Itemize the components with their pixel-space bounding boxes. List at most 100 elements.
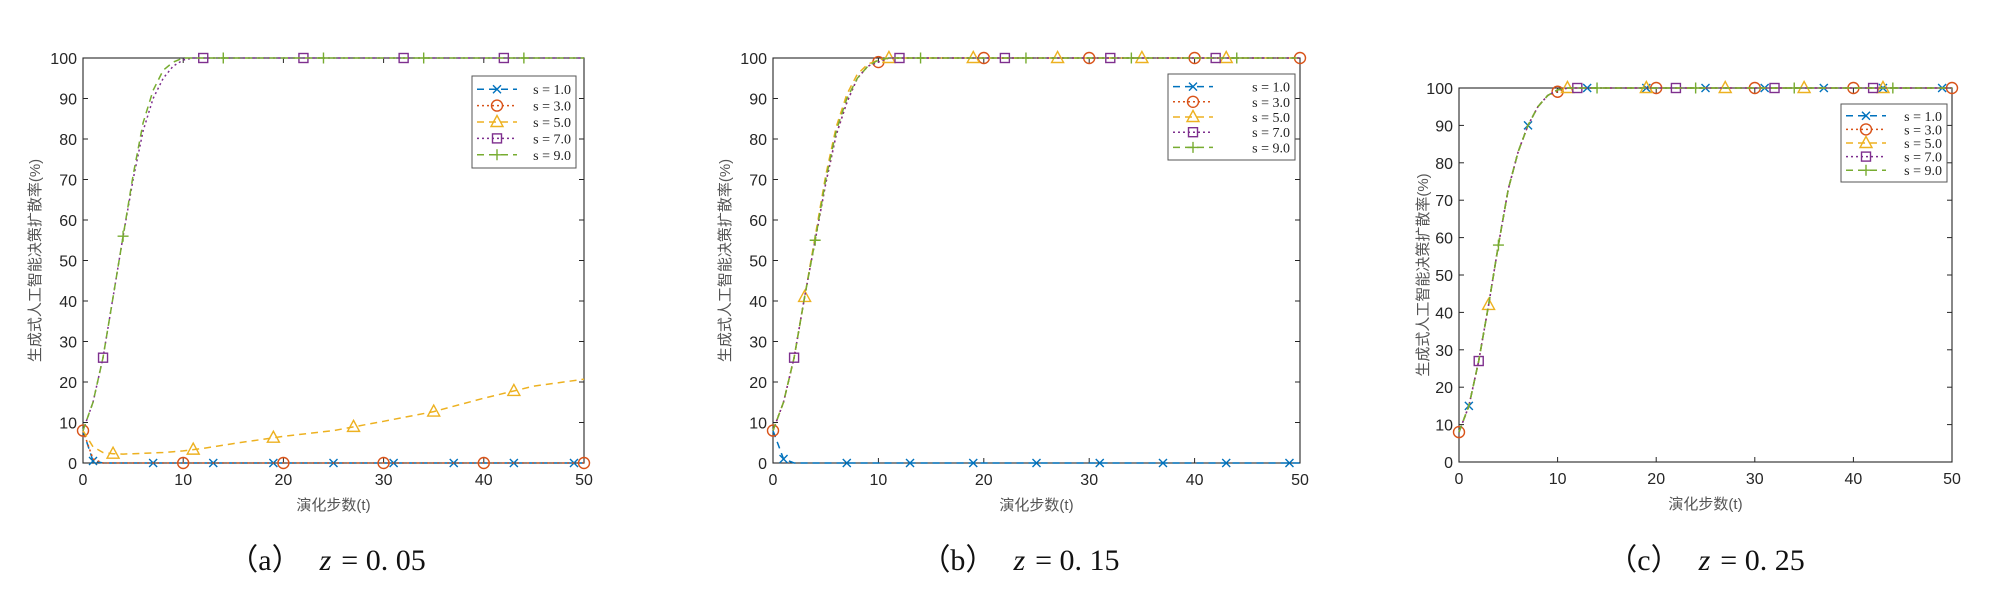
data-point-s5 [1718, 80, 1733, 94]
data-point-s7 [1473, 355, 1484, 367]
data-point-s5 [1219, 50, 1234, 64]
x-tick-label: 30 [375, 472, 393, 489]
x-tick-label: 40 [475, 472, 493, 489]
data-point-s3 [1452, 425, 1466, 439]
series-s1 [772, 430, 1300, 468]
legend-marker-s1 [492, 84, 502, 94]
series-s9 [1458, 82, 1952, 433]
data-point-s5 [346, 418, 361, 433]
data-point-s1 [905, 458, 915, 468]
y-tick-label: 50 [1435, 268, 1453, 285]
data-point-s3 [377, 456, 390, 470]
legend-label-s9: s = 9.0 [1252, 141, 1290, 156]
data-point-s9 [117, 230, 129, 242]
legend-label-s1: s = 1.0 [533, 83, 571, 98]
y-tick-label: 20 [749, 375, 767, 392]
data-point-s1 [842, 458, 852, 468]
data-point-s1 [1284, 458, 1294, 468]
data-point-s9 [915, 52, 927, 64]
x-tick-label: 20 [1647, 471, 1665, 488]
y-tick-label: 60 [59, 213, 77, 230]
y-tick-label: 30 [1435, 343, 1453, 360]
y-tick-label: 60 [1435, 231, 1453, 248]
data-point-s3 [1551, 85, 1564, 98]
x-tick-label: 10 [870, 472, 888, 489]
y-tick-label: 80 [59, 132, 77, 149]
y-tick-label: 10 [59, 416, 77, 433]
data-point-s7 [788, 352, 800, 363]
legend: s = 1.0s = 3.0s = 5.0s = 7.0s = 9.0 [471, 75, 577, 169]
legend-marker-s1 [1861, 111, 1871, 121]
series-line-s9 [1458, 87, 1952, 433]
data-point-s1 [1032, 458, 1041, 468]
y-tick-label: 70 [1435, 193, 1453, 210]
data-point-s5 [1875, 80, 1891, 94]
x-tick-label: 40 [1845, 471, 1863, 488]
caption-value: = 0. 05 [341, 544, 425, 577]
data-point-s9 [1231, 52, 1243, 64]
legend-label-s9: s = 9.0 [1904, 164, 1942, 179]
data-point-s5 [966, 50, 981, 64]
caption-label: （a） [228, 544, 301, 577]
y-tick-label: 60 [749, 213, 767, 230]
caption-variable: z [1012, 544, 1025, 577]
legend-label-s5: s = 5.0 [1904, 137, 1942, 152]
y-tick-label: 30 [59, 335, 77, 352]
data-point-s1 [1095, 458, 1105, 468]
x-tick-label: 50 [1943, 471, 1961, 488]
y-tick-label: 20 [1435, 380, 1453, 397]
legend-marker-s9 [491, 149, 503, 161]
data-point-s9 [1887, 82, 1899, 94]
series-s9 [772, 52, 1300, 431]
data-point-s7 [1769, 82, 1780, 94]
data-point-s9 [1125, 52, 1137, 64]
legend-label-s3: s = 3.0 [1904, 123, 1942, 138]
y-axis-label: 生成式人工智能决策扩散率(%) [716, 159, 734, 362]
y-tick-label: 90 [749, 92, 767, 109]
data-point-s5 [1639, 80, 1654, 94]
data-point-s9 [518, 52, 530, 64]
y-tick-label: 100 [50, 51, 77, 68]
y-axis-label: 生成式人工智能决策扩散率(%) [26, 159, 44, 362]
x-tick-label: 20 [975, 472, 993, 489]
x-tick-label: 0 [1455, 471, 1464, 488]
caption-variable: z [319, 544, 332, 577]
legend: s = 1.0s = 3.0s = 5.0s = 7.0s = 9.0 [1167, 73, 1296, 161]
data-point-s1 [88, 456, 98, 466]
data-point-s5 [105, 445, 121, 459]
data-point-s1 [968, 458, 978, 468]
x-tick-label: 30 [1746, 471, 1764, 488]
data-point-s3 [277, 456, 290, 470]
legend-label-s3: s = 3.0 [533, 100, 571, 115]
legend-label-s5: s = 5.0 [1252, 111, 1290, 126]
series-line-s7 [82, 57, 584, 431]
data-point-s5 [1560, 80, 1575, 94]
data-point-s9 [1492, 239, 1504, 251]
data-point-s5 [186, 441, 201, 455]
legend-marker-s7 [491, 133, 503, 144]
series-line-s3 [82, 430, 584, 464]
y-tick-label: 10 [749, 416, 767, 433]
data-point-s5 [266, 429, 281, 443]
data-point-s5 [1481, 296, 1496, 311]
series-s9 [82, 52, 584, 431]
y-tick-label: 0 [68, 456, 77, 473]
legend-label-s9: s = 9.0 [533, 149, 571, 164]
x-tick-label: 20 [275, 472, 293, 489]
data-point-s3 [577, 456, 591, 470]
data-point-s5 [797, 288, 812, 303]
x-tick-label: 40 [1186, 472, 1204, 489]
x-tick-label: 50 [1291, 472, 1309, 489]
data-point-s7 [398, 52, 409, 64]
legend-marker-s5 [489, 114, 505, 128]
data-point-s9 [1690, 82, 1702, 94]
legend-marker-s7 [1187, 126, 1199, 138]
legend-marker-s7 [1860, 151, 1872, 162]
data-point-s7 [97, 352, 109, 363]
y-tick-label: 40 [59, 294, 77, 311]
panel-caption: （c） z = 0. 25 [1607, 544, 1804, 577]
data-point-s9 [1591, 82, 1603, 94]
y-tick-label: 80 [749, 132, 767, 149]
data-point-s9 [317, 52, 329, 64]
